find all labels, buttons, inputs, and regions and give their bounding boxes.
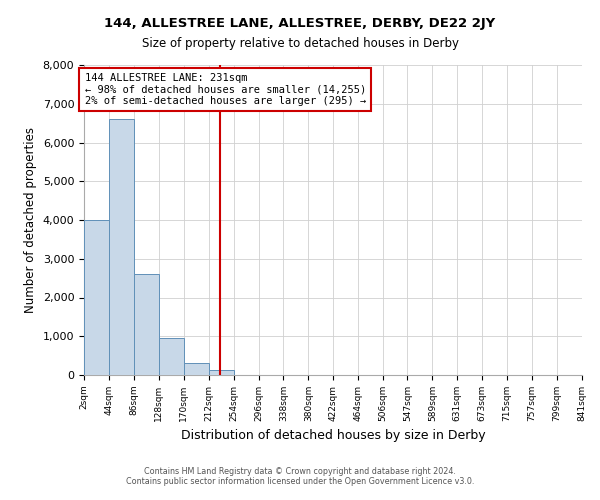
Y-axis label: Number of detached properties: Number of detached properties: [24, 127, 37, 313]
Bar: [134, 274, 159, 375]
Bar: [84, 220, 109, 375]
Bar: [209, 370, 233, 375]
Bar: [109, 119, 134, 375]
Text: Size of property relative to detached houses in Derby: Size of property relative to detached ho…: [142, 38, 458, 51]
Text: Contains public sector information licensed under the Open Government Licence v3: Contains public sector information licen…: [126, 477, 474, 486]
Text: 144, ALLESTREE LANE, ALLESTREE, DERBY, DE22 2JY: 144, ALLESTREE LANE, ALLESTREE, DERBY, D…: [104, 18, 496, 30]
Bar: [159, 338, 184, 375]
Text: 144 ALLESTREE LANE: 231sqm
← 98% of detached houses are smaller (14,255)
2% of s: 144 ALLESTREE LANE: 231sqm ← 98% of deta…: [85, 72, 366, 106]
X-axis label: Distribution of detached houses by size in Derby: Distribution of detached houses by size …: [181, 430, 485, 442]
Text: Contains HM Land Registry data © Crown copyright and database right 2024.: Contains HM Land Registry data © Crown c…: [144, 467, 456, 476]
Bar: [184, 362, 209, 375]
